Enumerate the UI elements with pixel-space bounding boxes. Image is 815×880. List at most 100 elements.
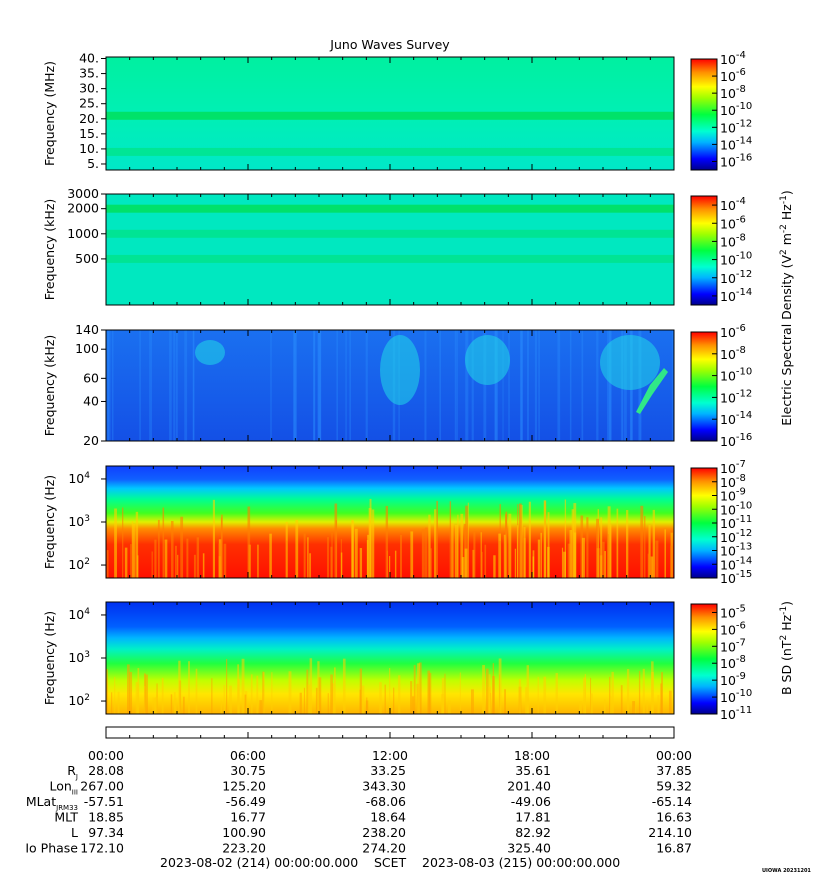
panel-3-streak — [608, 330, 612, 441]
colorbar-tick-label: 10-4 — [720, 196, 746, 213]
panel-5-streak — [288, 671, 292, 714]
panel-4-streak — [410, 531, 414, 578]
panel-4-streak — [309, 553, 311, 578]
panel-4-streak — [508, 513, 512, 578]
panel-3-streak — [175, 330, 178, 441]
panel-4-streak — [505, 511, 508, 578]
panel-3-streak — [494, 330, 497, 441]
panel-5-streak — [398, 675, 401, 714]
panel-5-y-tick-label: 103 — [68, 650, 90, 665]
time-tick-label: 12:00 — [372, 748, 408, 763]
ephemeris-value: 100.90 — [222, 825, 266, 840]
panel-3-streak — [318, 330, 322, 441]
colorbar-tick-exponent: -7 — [736, 459, 746, 470]
panel-4-streak — [180, 516, 184, 578]
panel-3-streak — [107, 330, 111, 441]
panel-4-streak — [609, 524, 612, 578]
panel-3-streak — [313, 330, 316, 441]
panel-5-streak — [620, 685, 623, 714]
ephemeris-value: 16.87 — [656, 841, 692, 856]
colorbar-tick-exponent: -10 — [736, 101, 752, 112]
colorbar-tick-label: 10-12 — [720, 388, 752, 405]
panel-4-streak — [354, 528, 358, 578]
ephemeris-row-label: RJ — [67, 763, 78, 781]
panel-5-streak — [537, 676, 539, 714]
panel-5-streak — [315, 687, 318, 714]
ephemeris-value: 82.92 — [515, 825, 551, 840]
panel-4-streak — [132, 523, 136, 578]
panel-3-streak — [581, 330, 584, 441]
panel-5-streak — [137, 684, 139, 714]
panel-3-streak — [508, 330, 510, 441]
panel-3-streak — [169, 330, 172, 441]
panel-4-streak — [247, 506, 251, 578]
panel-3-streak — [456, 330, 458, 441]
panel-4-streak — [537, 539, 541, 578]
colorbar-tick-label: 10-6 — [720, 214, 746, 231]
panel-3-streak — [454, 330, 457, 441]
ephemeris-value: -56.49 — [226, 794, 266, 809]
ephemeris-row-label: LonIII — [49, 779, 78, 797]
y-tick-exponent: 3 — [84, 650, 90, 660]
panel-5-y-tick-label: 102 — [68, 693, 90, 708]
electric-label-f: -1 — [779, 195, 789, 204]
panel-5-streak — [555, 673, 558, 714]
ephemeris-value: 274.20 — [362, 841, 406, 856]
panel-3-streak — [139, 330, 141, 441]
panel-5-streak — [256, 675, 259, 714]
panel-4-streak — [106, 550, 109, 578]
panel-3-streak — [149, 330, 151, 441]
colorbar-tick-label: 10-16 — [720, 152, 752, 169]
panel-5-streak — [525, 687, 528, 714]
panel-1-y-tick-label: 25. — [79, 96, 99, 111]
time-tick-label: 18:00 — [514, 748, 550, 763]
panel-4-streak — [457, 514, 459, 578]
panel-3-streak — [465, 330, 467, 441]
electric-label-g: ) — [779, 190, 794, 195]
colorbar-tick-exponent: -11 — [736, 514, 752, 525]
time-tick-label: 00:00 — [656, 748, 692, 763]
panel-5-streak — [417, 663, 420, 714]
panel-3-y-tick-label: 60 — [83, 370, 99, 385]
panel-4-streak — [154, 539, 157, 578]
colorbar-tick-exponent: -13 — [736, 542, 752, 553]
panel-5-streak — [379, 682, 382, 714]
panel-3-y-tick-label: 140 — [75, 322, 99, 337]
colorbar-tick-exponent: -14 — [736, 287, 752, 298]
panel-5-streak — [359, 668, 363, 714]
panel-4-streak — [421, 529, 425, 578]
colorbar-tick-exponent: -7 — [736, 637, 746, 648]
panel-4-streak — [122, 507, 124, 578]
colorbar-1-scale — [690, 58, 718, 171]
magnetic-colorbar-label: B SD (nT2 Hz-1) — [779, 601, 794, 695]
ephemeris-value: 30.75 — [230, 763, 266, 778]
panel-5-streak — [153, 697, 156, 714]
ephemeris-row-label: Io Phase — [25, 841, 78, 856]
colorbar-tick-label: 10-8 — [720, 84, 746, 101]
panel-4-streak — [340, 552, 343, 578]
panel-5-y-label: Frequency (Hz) — [42, 611, 57, 705]
colorbar-tick-label: 10-10 — [720, 367, 752, 384]
colorbar-5-scale — [690, 603, 718, 715]
ephemeris-value: 33.25 — [370, 763, 406, 778]
colorbar-tick-exponent: -8 — [736, 654, 746, 665]
panel-4-streak — [493, 555, 496, 578]
panel-5-streak — [583, 677, 586, 714]
colorbar-2-scale — [690, 195, 718, 306]
panel-3-streak — [526, 330, 529, 441]
panel-5-streak — [609, 696, 612, 714]
panel-3-streak — [424, 330, 427, 441]
version-stamp: UIOWA 20231201 — [762, 868, 811, 874]
panel-5-streak — [482, 665, 485, 714]
panel-4-streak — [330, 546, 333, 578]
panel-5-streak — [646, 700, 648, 714]
panel-4-streak — [600, 517, 603, 578]
y-tick-exponent: 4 — [84, 471, 90, 481]
panel-3-streak — [193, 330, 195, 441]
panel-5-streak — [114, 676, 116, 714]
panel-4-streak — [460, 513, 464, 578]
panel-5-streak — [173, 692, 176, 714]
panel-5-streak — [488, 686, 491, 714]
